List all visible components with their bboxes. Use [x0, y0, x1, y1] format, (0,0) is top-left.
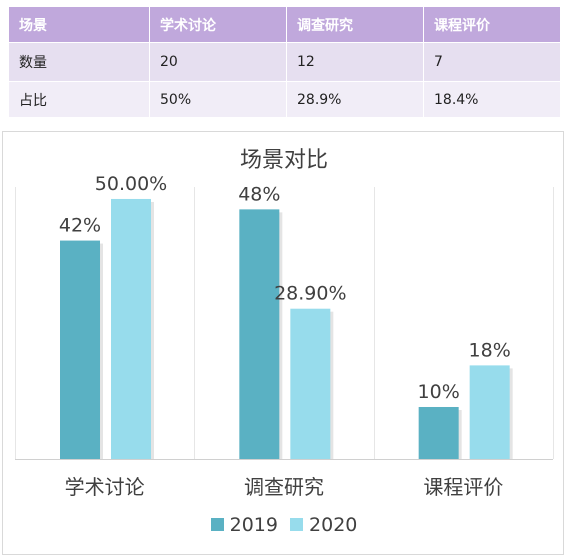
- x-tick-label: 学术讨论: [65, 475, 145, 499]
- x-tick-label: 调查研究: [244, 475, 324, 499]
- legend-label-2020: 2020: [309, 514, 358, 536]
- data-label: 50.00%: [95, 173, 167, 195]
- bar-2020-2: [469, 365, 510, 459]
- legend-swatch-2019: [210, 518, 224, 531]
- bar-2019-2: [418, 406, 459, 459]
- table-row: 占比 50% 28.9% 18.4%: [8, 81, 561, 118]
- table-cell: 28.9%: [286, 81, 424, 118]
- bar-2019-1: [239, 209, 280, 459]
- data-table: 场景 学术讨论 调查研究 课程评价 数量 20 12 7 占比 50% 28.9…: [8, 6, 561, 118]
- header-cell-scene: 场景: [8, 6, 150, 43]
- legend-item-2019: 2019: [210, 514, 278, 536]
- data-label: 18%: [469, 339, 511, 361]
- table-cell: 7: [423, 42, 561, 82]
- data-label: 28.90%: [274, 283, 346, 305]
- table-cell: 12: [286, 42, 424, 82]
- chart-title: 场景对比: [239, 148, 328, 173]
- table-cell: 50%: [149, 81, 287, 118]
- header-cell-course: 课程评价: [423, 6, 561, 43]
- legend-item-2020: 2020: [290, 514, 357, 536]
- data-label: 48%: [238, 183, 280, 205]
- table-row: 数量 20 12 7: [8, 42, 561, 82]
- x-tick-label: 课程评价: [423, 475, 503, 499]
- bar-2020-0: [111, 198, 151, 459]
- table-header-row: 场景 学术讨论 调查研究 课程评价: [8, 6, 561, 43]
- table-cell: 20: [149, 42, 287, 82]
- row-label-share: 占比: [8, 81, 150, 118]
- row-label-count: 数量: [8, 42, 150, 82]
- legend-swatch-2020: [290, 518, 304, 531]
- table-cell: 18.4%: [423, 81, 561, 118]
- data-label: 42%: [59, 215, 101, 237]
- bar-2019-0: [60, 240, 100, 459]
- legend-label-2019: 2019: [229, 514, 278, 536]
- bar-2020-1: [290, 308, 331, 459]
- data-label: 10%: [418, 381, 460, 403]
- chart-legend: 2019 2020: [0, 514, 568, 536]
